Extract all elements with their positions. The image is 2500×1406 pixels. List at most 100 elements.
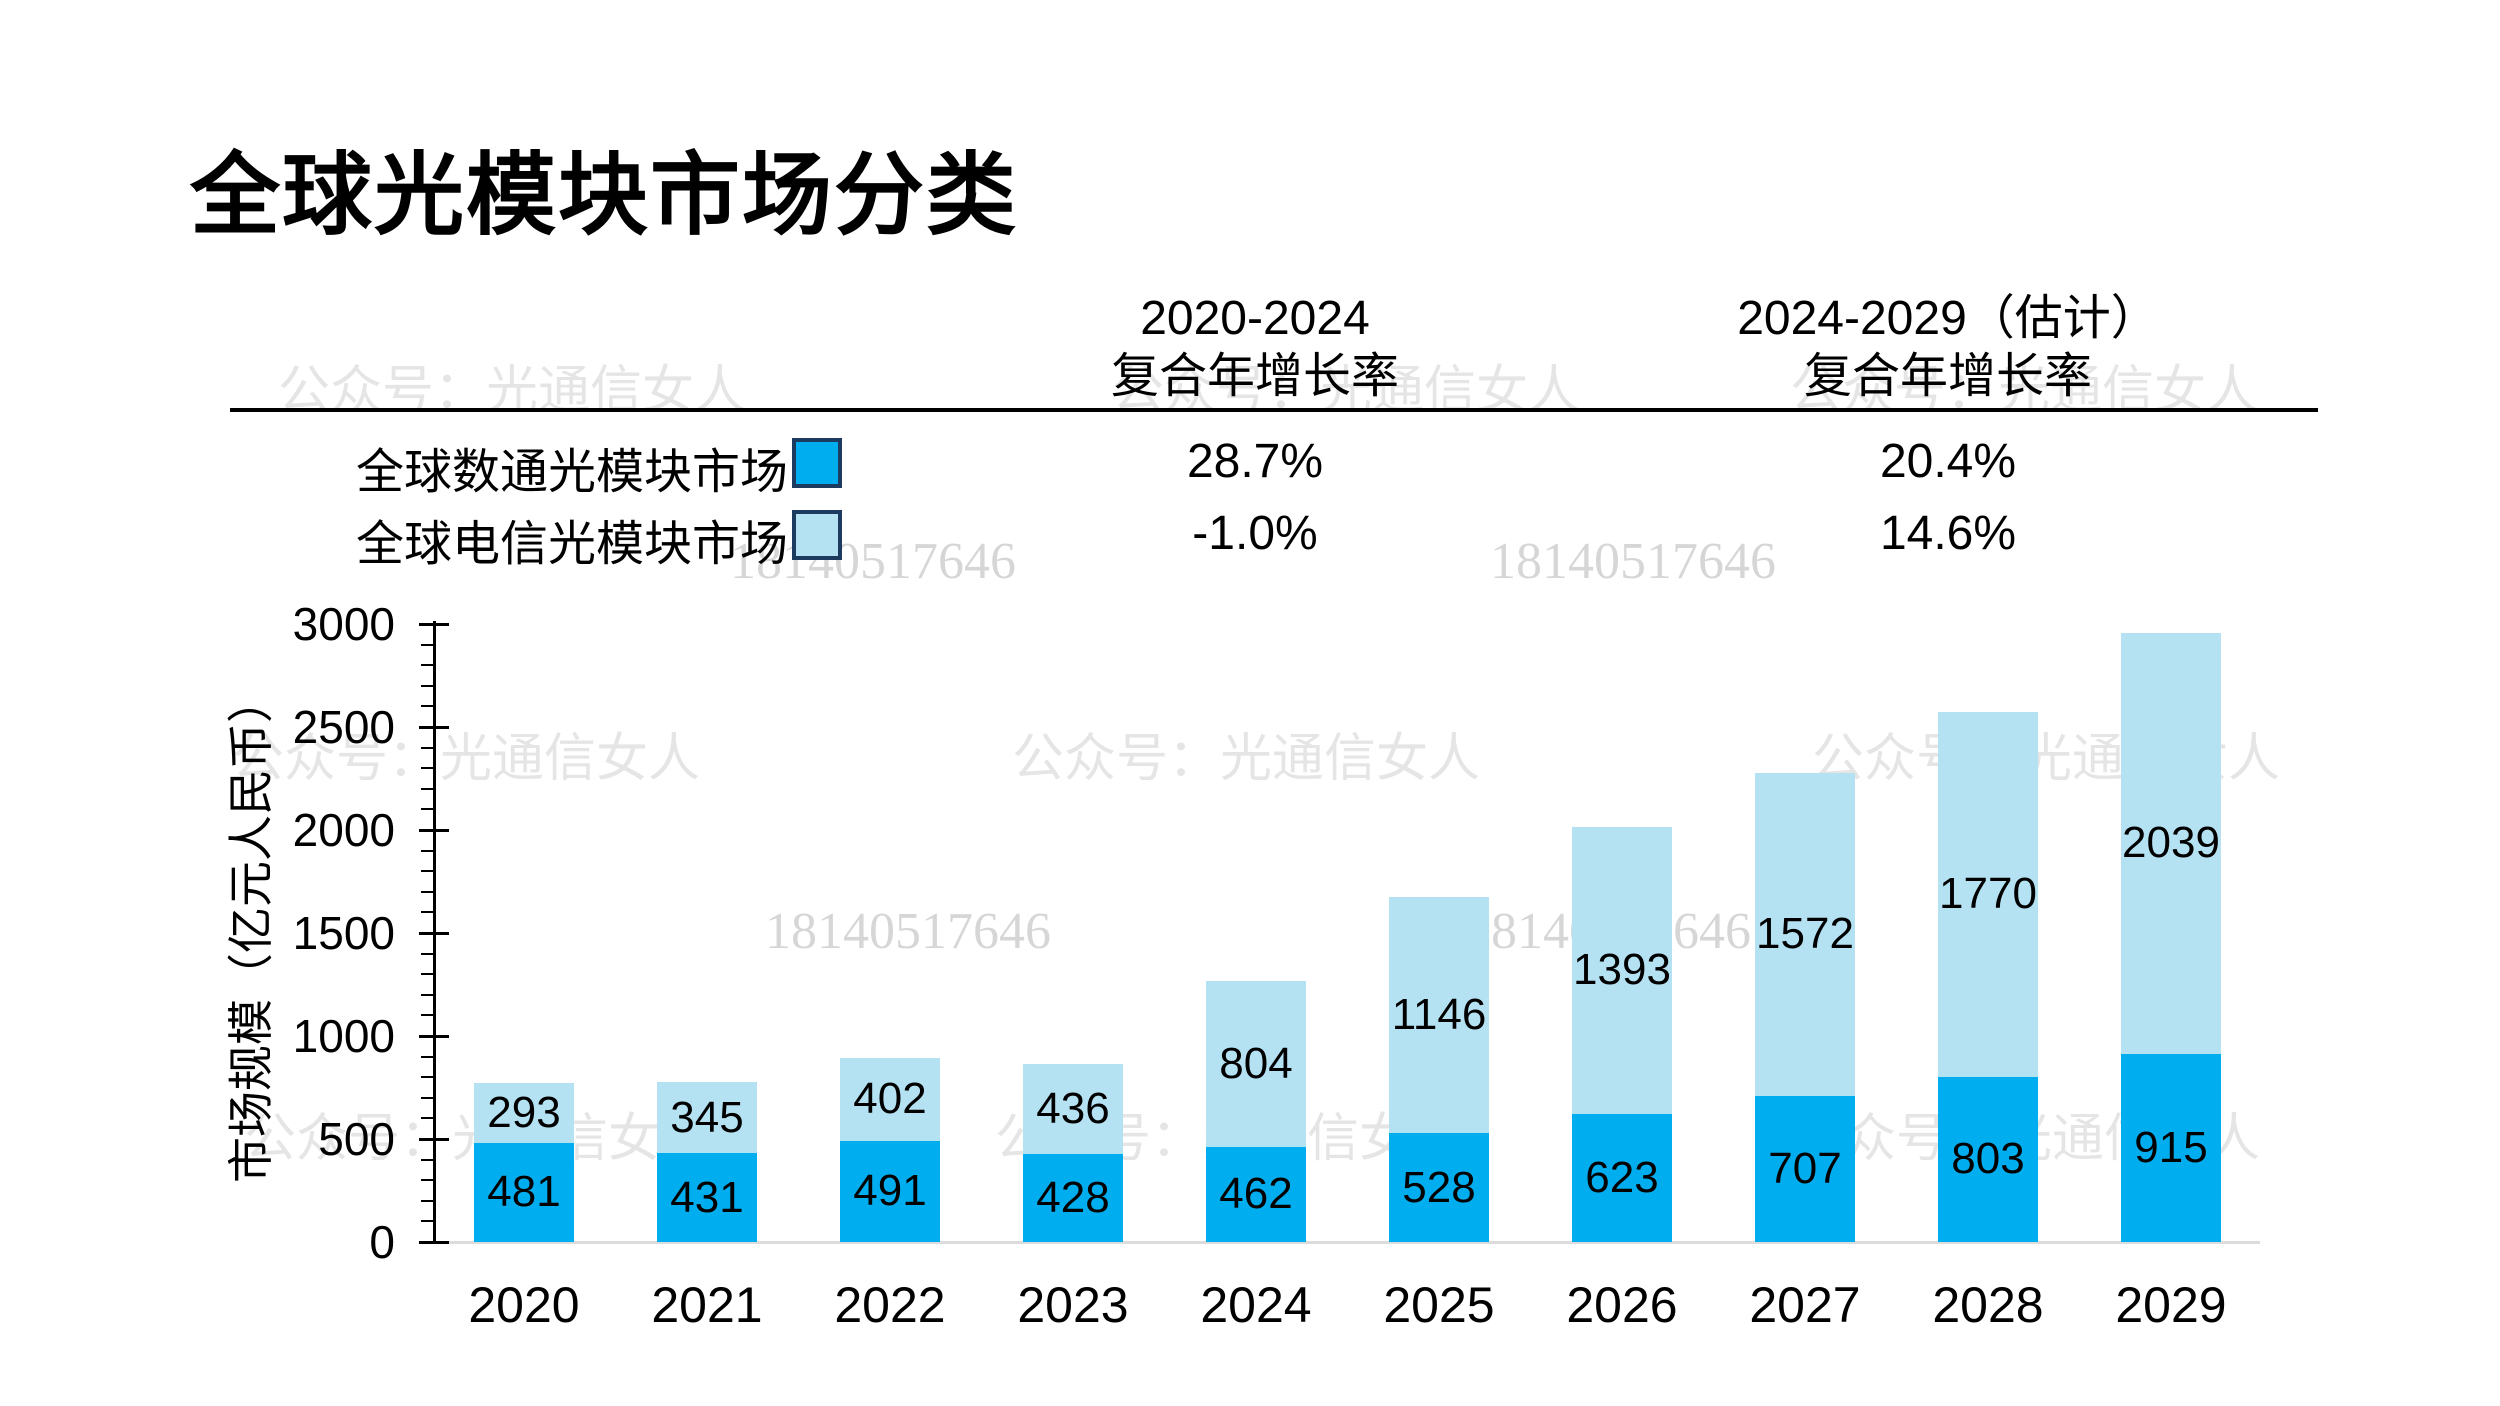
bar-value-label-telecom: 1393 (1573, 945, 1671, 995)
x-axis-tick-label: 2021 (651, 1277, 763, 1333)
y-axis-minor-tick (421, 849, 434, 852)
y-axis-minor-tick (421, 1199, 434, 1202)
bar-value-label-datacom: 491 (853, 1166, 927, 1216)
col-header-period: 2020-2024 (1140, 292, 1370, 345)
bar-value-label-datacom: 803 (1951, 1134, 2025, 1184)
y-axis-minor-tick (421, 952, 434, 955)
y-axis-minor-tick (421, 808, 434, 811)
bar-segment-datacom: 431 (657, 1153, 757, 1242)
y-axis-tick-label: 2000 (292, 804, 395, 856)
y-axis-minor-tick (421, 1096, 434, 1099)
y-axis-major-tick (419, 829, 449, 832)
y-axis-minor-tick (421, 664, 434, 667)
y-axis-minor-tick (421, 767, 434, 770)
y-axis-minor-tick (421, 746, 434, 749)
bar-segment-datacom: 707 (1755, 1096, 1855, 1242)
bar-value-label-telecom: 293 (487, 1087, 561, 1137)
bar-value-label-datacom: 623 (1585, 1152, 1659, 1202)
bar-segment-datacom: 491 (840, 1140, 940, 1242)
y-axis-minor-tick (421, 787, 434, 790)
x-axis-tick-label: 2022 (834, 1277, 946, 1333)
bar-segment-datacom: 462 (1206, 1146, 1306, 1242)
bar-segment-datacom: 803 (1938, 1076, 2038, 1242)
x-axis-tick-label: 2028 (1932, 1277, 2044, 1333)
y-axis-minor-tick (421, 1220, 434, 1223)
bar-segment-datacom: 481 (474, 1142, 574, 1242)
bar-value-label-datacom: 528 (1402, 1162, 1476, 1212)
watermark-text: 公众号：光通信女人 (1012, 730, 1481, 788)
bar-segment-telecom: 804 (1206, 981, 1306, 1147)
y-axis-minor-tick (421, 1014, 434, 1017)
bar-segment-telecom: 1393 (1572, 826, 1672, 1114)
y-axis-tick-label: 500 (318, 1113, 395, 1165)
y-axis-minor-tick (421, 1076, 434, 1079)
y-axis-major-tick (419, 726, 449, 729)
bar-segment-datacom: 528 (1389, 1133, 1489, 1242)
x-axis-tick-label: 2029 (2115, 1277, 2227, 1333)
y-axis-minor-tick (421, 705, 434, 708)
bar-segment-datacom: 428 (1023, 1153, 1123, 1242)
cagr-telecom-2020-2024: -1.0% (1192, 507, 1318, 560)
bar-value-label-datacom: 428 (1036, 1172, 1110, 1222)
legend-label-telecom: 全球电信光模块市场 (355, 518, 788, 571)
y-axis-tick-label: 1500 (292, 907, 395, 959)
bar-value-label-datacom: 462 (1219, 1169, 1293, 1219)
table-col-header-2020-2024: 2020-2024 复合年增长率 (1005, 290, 1505, 406)
bar-segment-datacom: 623 (1572, 1113, 1672, 1242)
table-col-header-2024-2029: 2024-2029（估计） 复合年增长率 (1648, 290, 2248, 406)
table-header-divider (230, 408, 2318, 412)
x-axis-tick-label: 2025 (1383, 1277, 1495, 1333)
x-axis-tick-label: 2027 (1749, 1277, 1861, 1333)
bar-value-label-telecom: 1572 (1756, 909, 1854, 959)
y-axis-minor-tick (421, 1117, 434, 1120)
y-axis-tick-label: 3000 (292, 598, 395, 650)
bar-segment-telecom: 436 (1023, 1064, 1123, 1154)
bar-value-label-telecom: 2039 (2122, 818, 2220, 868)
bar-value-label-telecom: 402 (853, 1074, 927, 1124)
y-axis-tick-label: 1000 (292, 1010, 395, 1062)
cagr-telecom-2024-2029: 14.6% (1879, 507, 2017, 560)
bar-segment-datacom: 915 (2121, 1053, 2221, 1242)
x-axis-tick-label: 2020 (468, 1277, 580, 1333)
bar-value-label-telecom: 804 (1219, 1039, 1293, 1088)
col-header-period: 2024-2029（估计） (1737, 292, 2159, 345)
bar-value-label-datacom: 481 (487, 1167, 561, 1217)
y-axis-minor-tick (421, 973, 434, 976)
y-axis-major-tick (419, 623, 449, 626)
x-axis-line (434, 1241, 2260, 1244)
watermark-text: 18140517646 (765, 903, 1051, 960)
x-axis-tick-label: 2023 (1017, 1277, 1129, 1333)
bar-segment-telecom: 2039 (2121, 633, 2221, 1054)
y-axis-major-tick (419, 932, 449, 935)
y-axis-minor-tick (421, 643, 434, 646)
y-axis-minor-tick (421, 1158, 434, 1161)
bar-value-label-telecom: 345 (670, 1092, 744, 1142)
bar-value-label-telecom: 1770 (1939, 869, 2037, 919)
y-axis-minor-tick (421, 993, 434, 996)
cagr-datacom-2020-2024: 28.7% (1186, 435, 1324, 488)
y-axis-minor-tick (421, 684, 434, 687)
bar-value-label-datacom: 915 (2134, 1122, 2208, 1172)
col-header-metric: 复合年增长率 (1110, 350, 1399, 403)
y-axis-major-tick (419, 1241, 449, 1244)
cagr-datacom-2024-2029: 20.4% (1879, 435, 2017, 488)
bar-segment-telecom: 1146 (1389, 897, 1489, 1134)
bar-segment-telecom: 293 (474, 1082, 574, 1143)
y-axis-minor-tick (421, 1055, 434, 1058)
bar-segment-telecom: 1770 (1938, 711, 2038, 1077)
y-axis-major-tick (419, 1138, 449, 1141)
bar-segment-telecom: 345 (657, 1082, 757, 1154)
bar-value-label-telecom: 1146 (1391, 990, 1487, 1040)
legend-label-datacom: 全球数通光模块市场 (355, 446, 788, 499)
y-axis-tick-label: 2500 (292, 701, 395, 753)
col-header-metric: 复合年增长率 (1803, 350, 2092, 403)
bar-value-label-telecom: 436 (1036, 1083, 1110, 1133)
page-title: 全球光模块市场分类 (190, 146, 1018, 247)
bar-segment-telecom: 1572 (1755, 772, 1855, 1097)
legend-swatch-datacom (792, 438, 842, 488)
bar-value-label-datacom: 707 (1768, 1144, 1842, 1194)
y-axis-minor-tick (421, 870, 434, 873)
watermark-text: 18140517646 (1490, 533, 1776, 590)
bar-segment-telecom: 402 (840, 1058, 940, 1141)
